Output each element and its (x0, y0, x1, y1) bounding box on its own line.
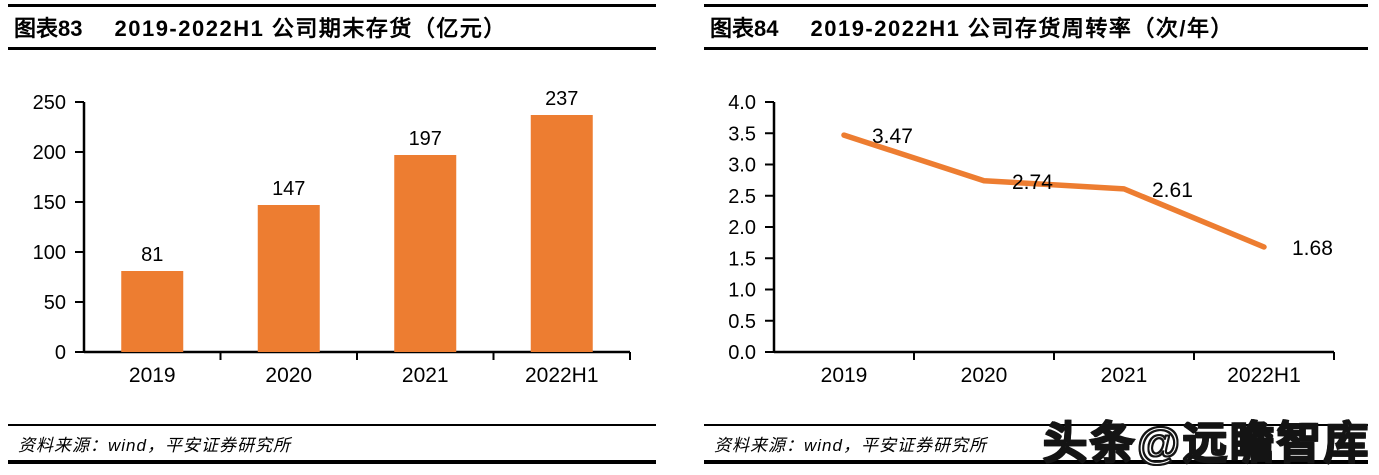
y-tick-label: 200 (33, 142, 66, 164)
panel-spacer (8, 402, 656, 424)
point-value-label: 2.61 (1152, 179, 1193, 202)
y-tick-label: 100 (33, 242, 66, 264)
category-label: 2021 (402, 364, 449, 387)
panel-top-rule (704, 4, 1368, 7)
point-value-label: 3.47 (872, 125, 913, 148)
line-chart-svg: 0.0 0.5 1.0 1.5 2.0 2.5 3.0 3.5 4.0 2019 2020 2021 2… (728, 92, 1335, 387)
y-tick-label: 2.5 (728, 186, 756, 208)
source-top-rule (8, 424, 656, 426)
point-value-label: 2.74 (1012, 171, 1053, 194)
bar-value-label: 197 (409, 128, 442, 150)
figure-label: 图表84 (710, 16, 779, 41)
category-label: 2021 (1101, 364, 1148, 387)
category-label: 2019 (129, 364, 176, 387)
bar (530, 115, 593, 352)
category-label: 2022H1 (1227, 364, 1301, 387)
category-label: 2019 (821, 364, 868, 387)
watermark-text: 头条@远瞻智库 (1042, 418, 1371, 469)
y-tick-label: 0 (55, 342, 66, 364)
figure-title: 2019-2022H1 公司存货周转率（次/年） (810, 16, 1235, 41)
trend-line (841, 132, 1267, 250)
panel-bottom-rule (704, 460, 1368, 464)
figure-title: 2019-2022H1 公司期末存货（亿元） (114, 16, 507, 41)
bar (394, 155, 457, 352)
figure-title-row: 图表84 2019-2022H1 公司存货周转率（次/年） (704, 7, 1368, 47)
source-note: 资料来源：wind，平安证券研究所 (18, 435, 291, 455)
category-label: 2020 (265, 364, 312, 387)
bar (121, 271, 184, 352)
category-label: 2020 (961, 364, 1008, 387)
panel-bottom-rule (8, 460, 656, 464)
category-label: 2022H1 (525, 364, 599, 387)
y-tick-label: 50 (44, 292, 66, 314)
source-top-rule (704, 424, 1368, 426)
y-tick-label: 0.0 (728, 342, 756, 364)
y-tick-label: 250 (33, 92, 66, 114)
y-tick-label: 3.5 (728, 123, 756, 145)
y-tick-label: 2.0 (728, 217, 756, 239)
y-tick-label: 3.0 (728, 155, 756, 177)
bar-value-label: 237 (545, 88, 578, 110)
bar-value-label: 147 (272, 178, 305, 200)
y-tick-label: 1.5 (728, 248, 756, 270)
title-underline-rule (8, 47, 656, 50)
point-value-label: 1.68 (1292, 237, 1333, 260)
figure-panel-turnover: 图表84 2019-2022H1 公司存货周转率（次/年） 0.0 0.5 1.0 1… (704, 4, 1368, 464)
figure-title-row: 图表83 2019-2022H1 公司期末存货（亿元） (8, 7, 656, 47)
bar-chart-svg: 0 50 100 150 200 250 2019 2020 2021 2022H1 81 147 19… (33, 88, 631, 387)
figure-panel-inventory: 图表83 2019-2022H1 公司期末存货（亿元） 0 50 100 150 200… (8, 4, 656, 464)
y-tick-label: 4.0 (728, 92, 756, 114)
figure-label: 图表83 (14, 16, 83, 41)
bar (257, 205, 320, 352)
title-underline-rule (704, 47, 1368, 50)
panel-top-rule (8, 4, 656, 7)
y-tick-label: 1.0 (728, 280, 756, 302)
y-tick-label: 0.5 (728, 311, 756, 333)
bar-value-label: 81 (141, 244, 163, 266)
source-note: 资料来源：wind，平安证券研究所 (714, 435, 987, 455)
y-tick-label: 150 (33, 192, 66, 214)
